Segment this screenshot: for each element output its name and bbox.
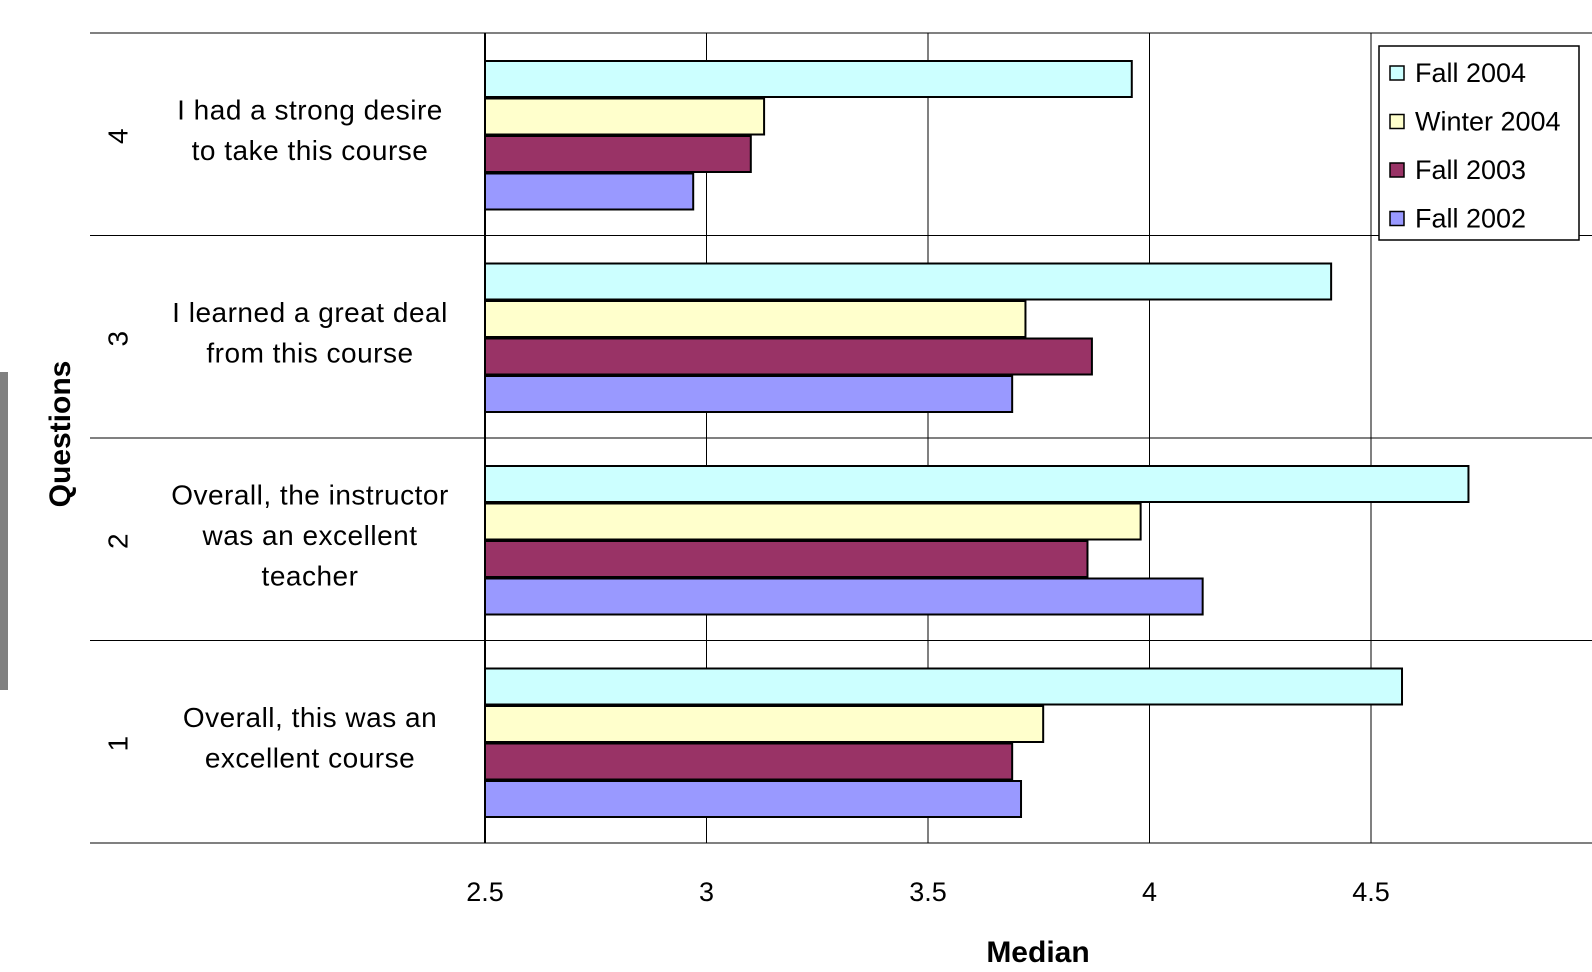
bar-q3-fall-2004 (484, 262, 1333, 301)
question-label-4-line-1: I had a strong desire (177, 95, 443, 126)
y-axis-title: Questions (44, 361, 77, 508)
bar-q1-fall-2003 (484, 742, 1014, 781)
bar-q1-fall-2004 (484, 667, 1404, 706)
question-number-2: 2 (103, 533, 134, 549)
legend-label-2: Fall 2003 (1415, 155, 1526, 185)
legend-label-0: Fall 2004 (1415, 58, 1526, 88)
bar-q4-fall-2003 (484, 135, 752, 173)
question-label-4-line-2: to take this course (192, 135, 429, 166)
bar-q2-fall-2004 (484, 465, 1470, 503)
question-label-1-line-2: excellent course (205, 743, 415, 774)
question-number-4: 4 (103, 128, 134, 144)
bars (484, 33, 1470, 843)
x-tick-label-0: 2.5 (466, 877, 504, 907)
bar-q4-fall-2002 (484, 172, 695, 211)
x-tick-label-1: 3 (699, 877, 714, 907)
bar-q3-winter-2004 (484, 300, 1027, 338)
question-label-3-line-1: I learned a great deal (172, 297, 448, 328)
x-tick-label-4: 4.5 (1352, 877, 1390, 907)
x-tick-labels: 2.5 3 3.5 4 4.5 (466, 877, 1390, 907)
x-axis-title: Median (986, 936, 1089, 969)
question-number-3: 3 (103, 331, 134, 347)
question-label-2-line-2: was an excellent (201, 520, 417, 551)
bar-q2-fall-2003 (484, 540, 1089, 578)
bar-q3-fall-2003 (484, 337, 1093, 376)
legend-swatch-2 (1389, 162, 1405, 178)
question-number-1: 1 (103, 736, 134, 752)
bar-q3-fall-2002 (484, 375, 1014, 413)
legend-swatch-1 (1389, 113, 1405, 130)
bar-q4-winter-2004 (484, 97, 766, 136)
bar-q2-fall-2002 (484, 577, 1204, 616)
left-edge-strip (0, 372, 8, 690)
question-label-2-line-3: teacher (262, 560, 359, 591)
legend-swatch-3 (1389, 210, 1405, 227)
category-labels: 4 I had a strong desire to take this cours… (103, 95, 449, 774)
x-tick-label-3: 4 (1142, 877, 1157, 907)
question-label-1-line-1: Overall, this was an (183, 702, 437, 733)
x-tick-label-2: 3.5 (909, 877, 947, 907)
bar-q1-fall-2002 (484, 780, 1023, 818)
question-label-2-line-1: Overall, the instructor (171, 479, 449, 510)
legend: Fall 2004 Winter 2004 Fall 2003 Fall 2002 (1378, 45, 1580, 241)
bar-q1-winter-2004 (484, 705, 1045, 743)
legend-label-3: Fall 2002 (1415, 204, 1526, 234)
legend-label-1: Winter 2004 (1415, 107, 1561, 137)
bar-q2-winter-2004 (484, 502, 1142, 541)
question-label-3-line-2: from this course (206, 338, 413, 369)
legend-swatch-0 (1389, 65, 1405, 81)
legend-box (1378, 45, 1580, 241)
bar-q4-fall-2004 (484, 60, 1133, 98)
